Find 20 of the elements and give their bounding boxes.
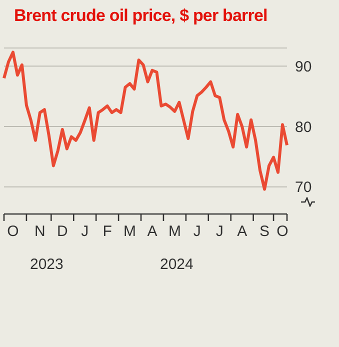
x-tick-label: N [34, 223, 46, 240]
x-tick-label: J [193, 223, 201, 240]
x-tick-label: M [124, 223, 136, 240]
x-tick-label: A [237, 223, 248, 240]
x-tick-label: O [276, 223, 288, 240]
y-tick-label: 80 [295, 118, 312, 136]
x-tick-label: A [147, 223, 158, 240]
x-tick-label: M [168, 223, 181, 240]
text: 2024 [160, 256, 194, 273]
x-tick-label: O [7, 223, 19, 240]
x-tick-label: J [81, 223, 89, 240]
chart-title: Brent crude oil price, $ per barrel [14, 6, 268, 26]
text: 2023 [30, 256, 64, 273]
line-series [2, 50, 288, 191]
x-tick-label: J [216, 223, 224, 240]
x-tick-label: D [56, 223, 68, 240]
y-tick-label: 90 [295, 58, 312, 76]
x-tick-label: F [102, 223, 112, 240]
x-tick-label: S [260, 223, 270, 240]
y-tick-label: 70 [295, 179, 312, 196]
